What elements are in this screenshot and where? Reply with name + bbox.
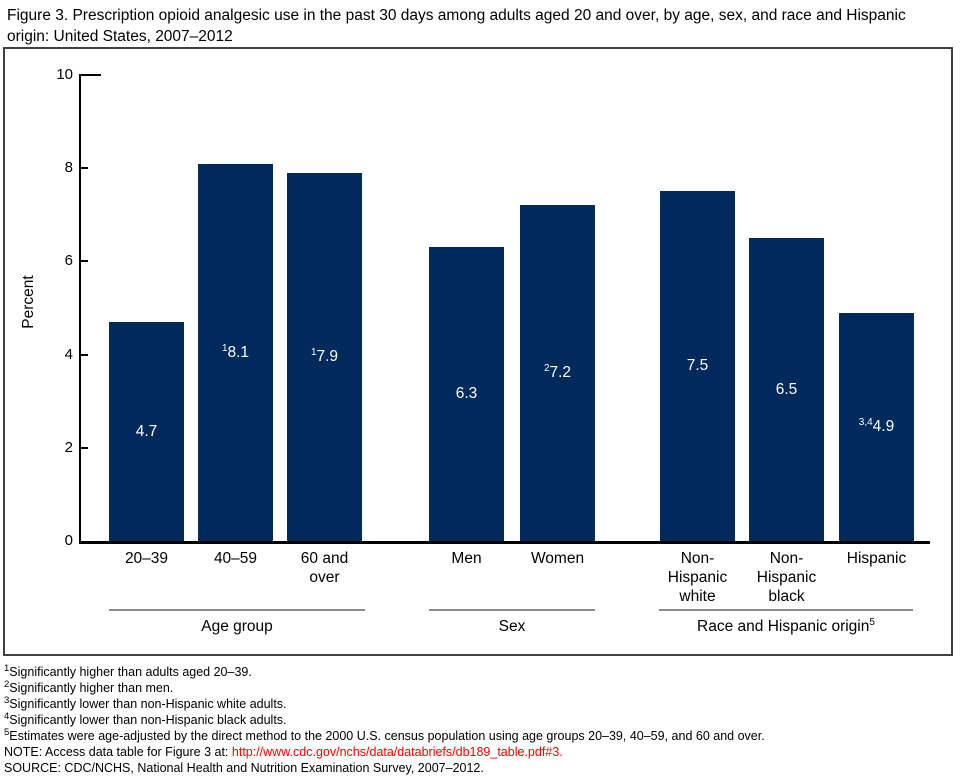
x-label-hispanic: Hispanic (846, 550, 907, 567)
group-underline-age-group (109, 609, 365, 611)
bar-60-and-over: 17.9 (287, 173, 362, 541)
group-label-race-and-hispanic-origin: Race and Hispanic origin5 (697, 616, 875, 635)
y-axis-title: Percent (20, 275, 37, 329)
y-tick-mark-6 (79, 260, 88, 262)
bar-20-39: 4.7 (109, 322, 184, 541)
note-suffix: . (559, 745, 563, 759)
x-label-men: Men (451, 550, 482, 567)
bar-women: 27.2 (520, 205, 595, 541)
note-prefix: NOTE: Access data table for Figure 3 at: (4, 745, 232, 759)
bar-non-hispanic-black: 6.5 (749, 238, 824, 541)
y-tick-mark-4 (79, 354, 88, 356)
bar-value-men: 6.3 (455, 385, 478, 402)
group-underline-race-and-hispanic-origin (659, 609, 913, 611)
footnote-list: 1Significantly higher than adults aged 2… (4, 664, 954, 744)
x-axis-line (79, 541, 930, 544)
bar-value-non-hispanic-white: 7.5 (686, 357, 709, 374)
note-line: NOTE: Access data table for Figure 3 at:… (4, 744, 954, 760)
bar-value-hispanic: 3,44.9 (858, 416, 895, 435)
group-label-age-group: Age group (201, 618, 273, 635)
bar-non-hispanic-white: 7.5 (660, 191, 735, 541)
footnote-5: 5Estimates were age-adjusted by the dire… (4, 726, 765, 743)
note-link[interactable]: http://www.cdc.gov/nchs/data/databriefs/… (231, 745, 560, 759)
x-label-non-hispanic-white: Non- Hispanic white (667, 550, 728, 605)
y-tick-label-4: 4 (64, 346, 73, 363)
y-tick-mark-2 (79, 447, 88, 449)
bar-value-women: 27.2 (543, 362, 572, 381)
y-tick-label-8: 8 (64, 159, 73, 176)
footnote-4: 4Significantly lower than non-Hispanic b… (4, 710, 287, 727)
x-label-40-59: 40–59 (213, 550, 258, 567)
y-tick-mark-8 (79, 167, 88, 169)
bar-hispanic: 3,44.9 (839, 313, 914, 541)
chart-frame: Percent 0 2 4 6 8 10 4.7 18.1 17.9 6.3 27.2 7.5 6.5… (3, 47, 953, 656)
bar-value-non-hispanic-black: 6.5 (775, 381, 798, 398)
source-line: SOURCE: CDC/NCHS, National Health and Nu… (4, 761, 484, 775)
y-tick-label-0: 0 (64, 532, 73, 549)
footnotes: 1Significantly higher than adults aged 2… (4, 664, 954, 776)
group-underline-sex (429, 609, 595, 611)
figure-title: Figure 3. Prescription opioid analgesic … (7, 7, 906, 45)
footnote-2: 2Significantly higher than men. (4, 678, 174, 695)
y-tick-label-2: 2 (64, 439, 73, 456)
bar-value-40-59: 18.1 (221, 342, 250, 361)
bar-men: 6.3 (429, 247, 504, 541)
y-axis-line (79, 75, 81, 543)
y-tick-label-10: 10 (56, 66, 73, 83)
y-tick-mark-10 (79, 74, 101, 76)
bar-40-59: 18.1 (198, 164, 273, 541)
bar-value-60-and-over: 17.9 (310, 346, 339, 365)
footnote-3: 3Significantly lower than non-Hispanic w… (4, 694, 287, 711)
footnote-1: 1Significantly higher than adults aged 2… (4, 662, 252, 679)
group-label-sex: Sex (498, 618, 526, 635)
y-tick-label-6: 6 (64, 252, 73, 269)
bar-value-20-39: 4.7 (135, 423, 158, 440)
x-label-60-and-over: 60 and over (300, 550, 349, 586)
x-label-non-hispanic-black: Non- Hispanic black (756, 550, 817, 605)
x-label-20-39: 20–39 (124, 550, 169, 567)
x-label-women: Women (530, 550, 585, 567)
